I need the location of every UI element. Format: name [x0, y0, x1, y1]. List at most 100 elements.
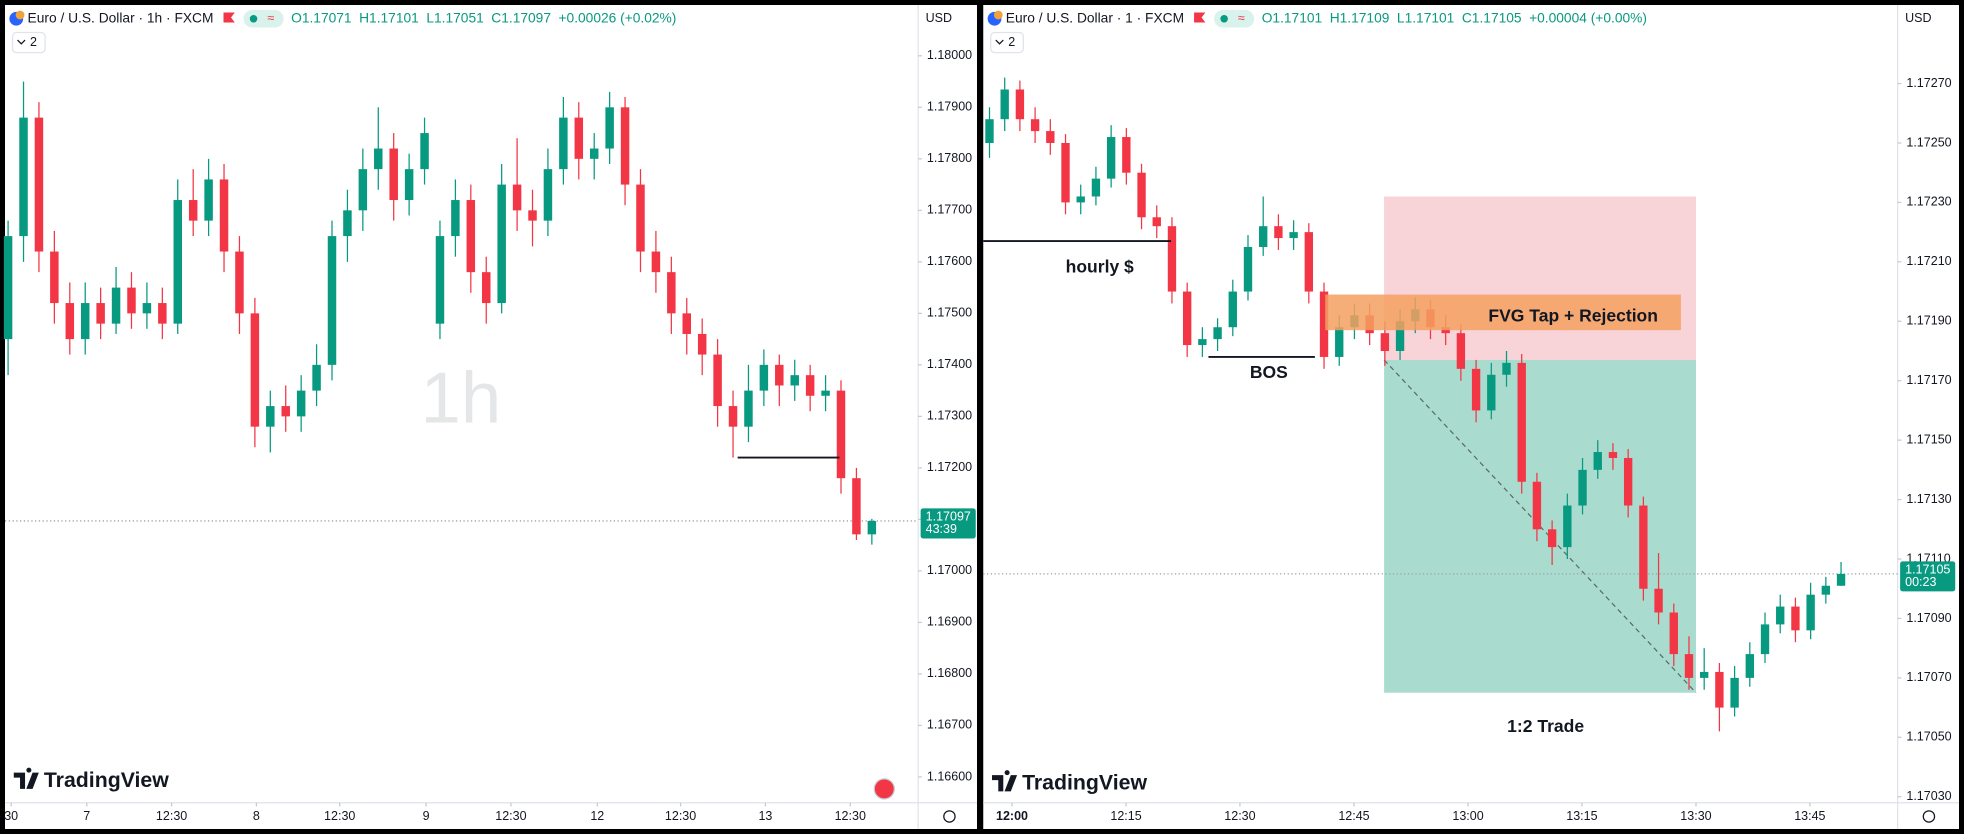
candle-body: [605, 107, 614, 149]
candle-body: [1091, 178, 1101, 197]
candle-body: [744, 390, 753, 427]
candle-body: [620, 107, 630, 185]
settings-icon[interactable]: [943, 810, 956, 823]
candle-body: [204, 179, 213, 221]
y-tick-label: 1.17030: [1906, 789, 1951, 803]
candle-body: [759, 364, 769, 391]
y-tick-label: 1.17300: [927, 409, 972, 423]
currency-label[interactable]: USD: [1905, 11, 1931, 25]
y-tick-label: 1.16800: [927, 666, 972, 680]
y-tick-label: 1.17070: [1906, 670, 1951, 684]
countdown-label: 00:23: [1905, 575, 1936, 589]
x-tick-label: 13:30: [1680, 809, 1711, 823]
currency-flag: [873, 778, 895, 800]
y-tick-label: 1.17190: [1906, 314, 1951, 328]
candle-body: [343, 210, 352, 237]
candle-body: [158, 303, 167, 324]
status-dot: [249, 15, 258, 23]
candle-body: [80, 303, 90, 340]
x-tick-label: 12:15: [1110, 809, 1141, 823]
candle-body: [512, 184, 522, 211]
last-price-label-bg: [920, 508, 976, 539]
watermark: 1h: [421, 357, 502, 438]
candle-body: [1745, 654, 1754, 678]
y-tick-label: 1.17210: [1906, 254, 1951, 268]
ohlc-value: C1.17105: [1462, 10, 1522, 25]
annotation: 1:2 Trade: [1507, 716, 1584, 736]
candle-body: [1395, 321, 1405, 351]
candle-body: [1563, 505, 1572, 548]
candle-body: [127, 287, 136, 314]
candle-body: [682, 313, 691, 334]
brand-logo: [13, 767, 39, 789]
candle-body: [1502, 362, 1511, 375]
chevron: [17, 39, 26, 45]
x-tick-label: 12:45: [1338, 809, 1369, 823]
indicator-toggle[interactable]: [11, 31, 46, 54]
candle-body: [1547, 529, 1557, 548]
y-tick-label: 1.17800: [927, 151, 972, 165]
zone: [1325, 294, 1681, 331]
candle-body: [1684, 654, 1694, 678]
candle-body: [312, 364, 321, 391]
settings-icon[interactable]: [1922, 810, 1936, 823]
candle-body: [188, 200, 198, 221]
candle-body: [790, 375, 799, 386]
y-tick-label: 1.17000: [927, 563, 972, 577]
candle-body: [482, 272, 491, 304]
currency-label[interactable]: USD: [926, 11, 952, 25]
x-tick-label: 12:30: [495, 809, 526, 823]
x-tick-label: 12:30: [665, 809, 696, 823]
y-tick-label: 1.17150: [1906, 432, 1951, 446]
x-tick-label: 13:45: [1794, 809, 1825, 823]
x-tick-label: 13:15: [1566, 809, 1597, 823]
candle-body: [1517, 362, 1526, 482]
symbol-title: Euro / U.S. Dollar · 1 · FXCM: [1006, 10, 1184, 25]
y-tick-label: 1.16600: [927, 769, 972, 783]
candle-body: [1456, 333, 1466, 369]
candle-body: [1532, 481, 1542, 530]
candle-body: [636, 184, 645, 252]
candle-body: [1061, 142, 1070, 203]
y-tick-label: 1.17130: [1906, 492, 1951, 506]
candle-body: [327, 236, 337, 365]
y-tick-label: 1.17500: [927, 306, 972, 320]
ohlc-value: O1.17071: [291, 10, 351, 25]
ohlc-value: O1.17101: [1262, 10, 1322, 25]
candle-body: [713, 354, 722, 407]
x-tick-label: 12:30: [324, 809, 355, 823]
candle-body: [589, 148, 599, 159]
ohlc-value: C1.17097: [491, 10, 551, 25]
candle-body: [1335, 327, 1344, 357]
candle-body: [404, 169, 414, 201]
y-tick-label: 1.16900: [927, 615, 972, 629]
candle-body: [651, 251, 661, 273]
candle-body: [1046, 131, 1055, 143]
candle-body: [1259, 226, 1268, 247]
candle-body: [1076, 196, 1085, 203]
candle-body: [219, 179, 229, 252]
indicator-toggle[interactable]: [990, 31, 1024, 54]
candle-body: [111, 287, 121, 324]
status-pill[interactable]: [1214, 10, 1255, 28]
ohlc-value: H1.17101: [359, 10, 419, 25]
y-tick-label: 1.17170: [1906, 373, 1951, 387]
candle-body: [1776, 606, 1785, 625]
status-pill[interactable]: [243, 10, 284, 28]
x-tick-label: 7: [83, 809, 90, 823]
candle-body: [1760, 624, 1770, 655]
annotation: hourly $: [1066, 257, 1134, 277]
y-tick-label: 1.17090: [1906, 611, 1951, 625]
x-tick-label: 13:00: [1452, 809, 1483, 823]
change-value: +0.00026 (+0.02%): [559, 10, 677, 25]
candle-body: [775, 364, 784, 386]
left-panel: [5, 5, 977, 829]
candle-body: [1380, 333, 1390, 351]
candle-body: [1213, 327, 1222, 340]
candle-body: [235, 251, 244, 314]
candle-body: [1030, 119, 1040, 132]
ohlc-value: L1.17101: [1397, 10, 1454, 25]
y-tick-label: 1.17900: [927, 100, 972, 114]
candle-body: [559, 117, 568, 170]
x-tick-label: 12:30: [156, 809, 187, 823]
